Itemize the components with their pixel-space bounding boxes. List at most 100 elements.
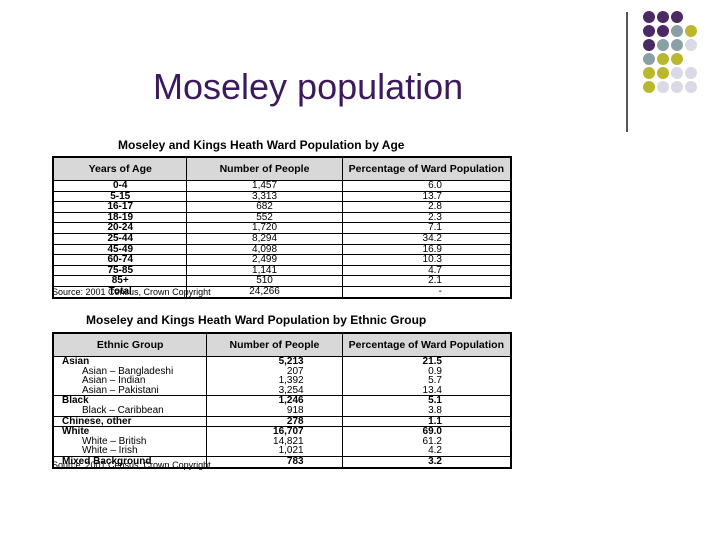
age-number-cell: 4,098 bbox=[186, 244, 343, 256]
age-table-row: 85+ 510 2.1 bbox=[52, 275, 512, 287]
ethnic-percentage-cell: 69.0 bbox=[341, 426, 512, 437]
ethnic-table-row: Black – Caribbean 918 3.8 bbox=[52, 405, 512, 417]
age-years-cell: 0-4 bbox=[52, 180, 188, 192]
age-percentage-cell: 2.8 bbox=[341, 201, 512, 213]
ethnic-number-cell: 783 bbox=[206, 455, 343, 468]
age-years-cell: 85+ bbox=[52, 275, 188, 287]
age-table-source: Source: 2001 Census, Crown Copyright bbox=[52, 287, 211, 297]
age-number-cell: 1,141 bbox=[186, 265, 343, 277]
ethnic-percentage-cell: 5.7 bbox=[341, 376, 512, 386]
ethnic-percentage-cell: 4.2 bbox=[341, 446, 512, 457]
ethnic-header-number: Number of People bbox=[206, 332, 343, 357]
decor-dot bbox=[643, 67, 655, 79]
slide-title: Moseley population bbox=[153, 66, 464, 107]
decor-dot bbox=[685, 67, 697, 79]
ethnic-percentage-cell: 3.8 bbox=[341, 405, 512, 417]
decor-dot bbox=[671, 53, 683, 65]
decor-dot bbox=[657, 53, 669, 65]
decor-dot bbox=[657, 81, 669, 93]
decor-dot bbox=[671, 25, 683, 37]
ethnic-number-cell: 207 bbox=[206, 366, 343, 377]
ethnic-table-row: Mixed Background 783 3.2 bbox=[52, 455, 512, 468]
decor-dot bbox=[657, 11, 669, 23]
age-percentage-cell: 2.3 bbox=[341, 212, 512, 224]
age-number-cell: 682 bbox=[186, 201, 343, 213]
decor-dot bbox=[685, 81, 697, 93]
ethnic-percentage-cell: 0.9 bbox=[341, 366, 512, 377]
decor-dot bbox=[685, 25, 697, 37]
ethnic-table-row: Chinese, other 278 1.1 bbox=[52, 415, 512, 427]
age-header-number: Number of People bbox=[186, 156, 343, 181]
decor-dot bbox=[643, 81, 655, 93]
decor-dot bbox=[657, 67, 669, 79]
ethnic-table-caption: Moseley and Kings Heath Ward Population … bbox=[86, 313, 427, 327]
ethnic-percentage-cell: 21.5 bbox=[341, 356, 512, 367]
ethnic-group-cell: White – Irish bbox=[52, 446, 208, 457]
decor-dot bbox=[643, 25, 655, 37]
age-table-header-row: Years of Age Number of People Percentage… bbox=[52, 156, 512, 181]
ethnic-percentage-cell: 3.2 bbox=[341, 455, 512, 468]
age-percentage-cell: 7.1 bbox=[341, 222, 512, 234]
ethnic-table-row: Asian – Bangladeshi 207 0.9 bbox=[52, 366, 512, 377]
age-percentage-cell: 6.0 bbox=[341, 180, 512, 192]
age-years-cell: 20-24 bbox=[52, 222, 188, 234]
ethnic-percentage-cell: 1.1 bbox=[341, 415, 512, 427]
age-percentage-cell: 2.1 bbox=[341, 275, 512, 287]
age-years-cell: 16-17 bbox=[52, 201, 188, 213]
ethnic-percentage-cell: 61.2 bbox=[341, 436, 512, 447]
age-table-row: 18-19 552 2.3 bbox=[52, 212, 512, 224]
decor-dot bbox=[671, 11, 683, 23]
decor-dot bbox=[671, 39, 683, 51]
decor-dot bbox=[643, 11, 655, 23]
decor-dot bbox=[643, 39, 655, 51]
decor-dot bbox=[671, 67, 683, 79]
age-number-cell: 24,266 bbox=[186, 286, 343, 299]
age-number-cell: 552 bbox=[186, 212, 343, 224]
age-years-cell: 45-49 bbox=[52, 244, 188, 256]
age-years-cell: 25-44 bbox=[52, 233, 188, 245]
ethnic-table-row: White – Irish 1,021 4.2 bbox=[52, 446, 512, 457]
ethnic-group-cell: Chinese, other bbox=[52, 415, 208, 427]
age-table-row: 25-44 8,294 34.2 bbox=[52, 233, 512, 245]
ethnic-table: Ethnic Group Number of People Percentage… bbox=[52, 332, 512, 469]
age-number-cell: 1,457 bbox=[186, 180, 343, 192]
age-table-row: 45-49 4,098 16.9 bbox=[52, 244, 512, 256]
ethnic-table-source: Source: 2001 Census, Crown Copyright bbox=[52, 460, 211, 470]
ethnic-number-cell: 918 bbox=[206, 405, 343, 417]
age-table-row: 20-24 1,720 7.1 bbox=[52, 222, 512, 234]
age-table-row: 75-85 1,141 4.7 bbox=[52, 265, 512, 277]
ethnic-table-row: Black 1,246 5.1 bbox=[52, 395, 512, 406]
age-years-cell: 60-74 bbox=[52, 254, 188, 266]
ethnic-group-cell: Asian – Pakistani bbox=[52, 385, 208, 396]
decor-dot bbox=[685, 39, 697, 51]
ethnic-percentage-cell: 5.1 bbox=[341, 395, 512, 406]
age-years-cell: 18-19 bbox=[52, 212, 188, 224]
ethnic-table-row: White – British 14,821 61.2 bbox=[52, 436, 512, 447]
ethnic-table-row: Asian 5,213 21.5 bbox=[52, 356, 512, 367]
ethnic-number-cell: 1,392 bbox=[206, 376, 343, 386]
age-number-cell: 1,720 bbox=[186, 222, 343, 234]
age-percentage-cell: 13.7 bbox=[341, 191, 512, 203]
ethnic-number-cell: 5,213 bbox=[206, 356, 343, 367]
decor-dot bbox=[643, 53, 655, 65]
age-number-cell: 8,294 bbox=[186, 233, 343, 245]
ethnic-group-cell: Black – Caribbean bbox=[52, 405, 208, 417]
ethnic-table-row: Asian – Indian 1,392 5.7 bbox=[52, 376, 512, 386]
age-number-cell: 2,499 bbox=[186, 254, 343, 266]
age-header-percentage: Percentage of Ward Population bbox=[341, 156, 512, 181]
age-number-cell: 3,313 bbox=[186, 191, 343, 203]
ethnic-number-cell: 1,021 bbox=[206, 446, 343, 457]
ethnic-header-group: Ethnic Group bbox=[52, 332, 208, 357]
age-table-row: 60-74 2,499 10.3 bbox=[52, 254, 512, 266]
age-years-cell: 75-85 bbox=[52, 265, 188, 277]
ethnic-number-cell: 1,246 bbox=[206, 395, 343, 406]
age-percentage-cell: 16.9 bbox=[341, 244, 512, 256]
decor-dot bbox=[657, 39, 669, 51]
decor-dot bbox=[657, 25, 669, 37]
ethnic-table-header-row: Ethnic Group Number of People Percentage… bbox=[52, 332, 512, 357]
age-table: Years of Age Number of People Percentage… bbox=[52, 156, 512, 299]
age-table-row: 0-4 1,457 6.0 bbox=[52, 180, 512, 192]
ethnic-number-cell: 3,254 bbox=[206, 385, 343, 396]
age-table-row: 16-17 682 2.8 bbox=[52, 201, 512, 213]
age-number-cell: 510 bbox=[186, 275, 343, 287]
